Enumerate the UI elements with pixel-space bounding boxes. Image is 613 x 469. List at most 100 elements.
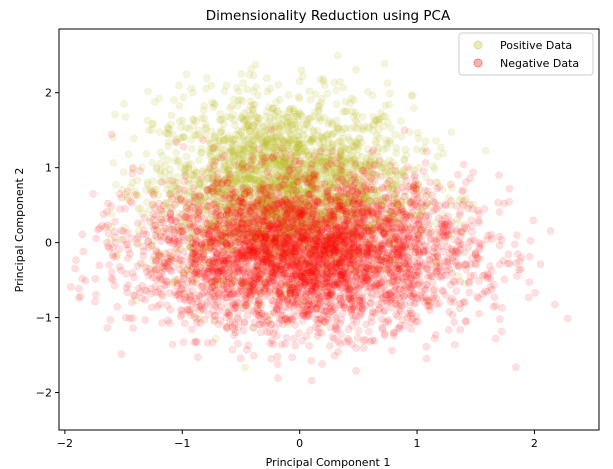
- scatter-point: [275, 155, 284, 164]
- scatter-point: [229, 136, 237, 145]
- scatter-point: [354, 186, 362, 195]
- scatter-point: [161, 129, 170, 138]
- scatter-point: [300, 223, 309, 232]
- scatter-point: [317, 144, 326, 153]
- scatter-point: [267, 161, 275, 170]
- scatter-point: [258, 170, 267, 179]
- scatter-point: [247, 176, 256, 185]
- scatter-point: [188, 170, 197, 179]
- scatter-point: [296, 212, 305, 221]
- scatter-point: [351, 194, 360, 203]
- scatter-point: [168, 340, 177, 349]
- scatter-point: [190, 130, 199, 139]
- scatter-point: [277, 161, 285, 170]
- scatter-point: [222, 81, 231, 90]
- scatter-point: [359, 343, 368, 352]
- scatter-point: [294, 127, 303, 136]
- scatter-point: [373, 147, 382, 156]
- scatter-point: [242, 136, 251, 145]
- scatter-point: [345, 213, 354, 221]
- scatter-point: [185, 125, 194, 133]
- scatter-point: [295, 94, 304, 103]
- scatter-point: [394, 200, 403, 209]
- scatter-point: [267, 126, 276, 134]
- scatter-point: [205, 239, 214, 248]
- scatter-point: [454, 170, 462, 179]
- scatter-point: [257, 151, 265, 160]
- scatter-point: [176, 227, 185, 235]
- scatter-point: [357, 165, 366, 174]
- scatter-point: [263, 237, 272, 246]
- scatter-point: [255, 201, 264, 210]
- scatter-point: [178, 133, 187, 142]
- scatter-point: [325, 154, 333, 163]
- scatter-point: [275, 238, 283, 246]
- scatter-point: [350, 205, 359, 214]
- scatter-point: [224, 218, 233, 226]
- scatter-point: [276, 175, 285, 184]
- scatter-point: [431, 258, 440, 266]
- scatter-point: [347, 208, 356, 217]
- scatter-point: [214, 320, 223, 329]
- scatter-point: [305, 341, 313, 350]
- scatter-point: [378, 163, 386, 172]
- scatter-point: [373, 251, 382, 260]
- scatter-point: [320, 81, 329, 90]
- scatter-point: [391, 130, 399, 139]
- scatter-point: [271, 207, 280, 216]
- scatter-point: [426, 178, 434, 187]
- scatter-point: [232, 170, 241, 179]
- scatter-point: [354, 164, 363, 173]
- scatter-point: [240, 172, 249, 180]
- scatter-point: [302, 147, 311, 156]
- scatter-point: [223, 245, 232, 254]
- scatter-point: [251, 198, 260, 207]
- scatter-point: [109, 158, 118, 167]
- scatter-point: [406, 306, 415, 315]
- scatter-point: [111, 110, 119, 119]
- scatter-point: [265, 181, 274, 190]
- scatter-point: [284, 180, 293, 189]
- scatter-point: [333, 236, 341, 245]
- scatter-point: [263, 167, 272, 176]
- scatter-point: [262, 198, 271, 207]
- scatter-point: [324, 263, 333, 272]
- scatter-point: [176, 245, 185, 254]
- scatter-point: [297, 66, 306, 75]
- scatter-point: [330, 167, 339, 176]
- scatter-point: [138, 209, 147, 218]
- scatter-point: [363, 166, 372, 175]
- scatter-point: [330, 174, 339, 182]
- scatter-point: [323, 168, 332, 176]
- scatter-point: [197, 241, 206, 250]
- scatter-point: [355, 179, 364, 188]
- scatter-point: [322, 202, 330, 211]
- scatter-point: [210, 176, 219, 185]
- scatter-point: [316, 171, 325, 180]
- scatter-point: [375, 115, 384, 123]
- scatter-point: [352, 366, 360, 375]
- scatter-point: [338, 163, 347, 172]
- scatter-point: [244, 121, 253, 130]
- scatter-point: [260, 238, 269, 247]
- scatter-point: [309, 213, 318, 222]
- scatter-point: [72, 256, 80, 264]
- scatter-point: [279, 211, 288, 220]
- scatter-point: [266, 205, 275, 214]
- scatter-point: [385, 228, 394, 237]
- scatter-point: [207, 144, 216, 153]
- scatter-point: [261, 235, 270, 244]
- scatter-point: [241, 148, 250, 157]
- scatter-point: [240, 109, 249, 118]
- scatter-point: [265, 310, 274, 319]
- scatter-point: [227, 147, 236, 156]
- scatter-point: [272, 164, 280, 173]
- scatter-point: [201, 169, 210, 178]
- scatter-point: [276, 132, 285, 141]
- scatter-point: [288, 178, 297, 186]
- scatter-point: [287, 212, 296, 220]
- scatter-point: [287, 136, 296, 145]
- scatter-point: [221, 136, 229, 145]
- scatter-point: [433, 152, 442, 161]
- scatter-point: [388, 346, 396, 355]
